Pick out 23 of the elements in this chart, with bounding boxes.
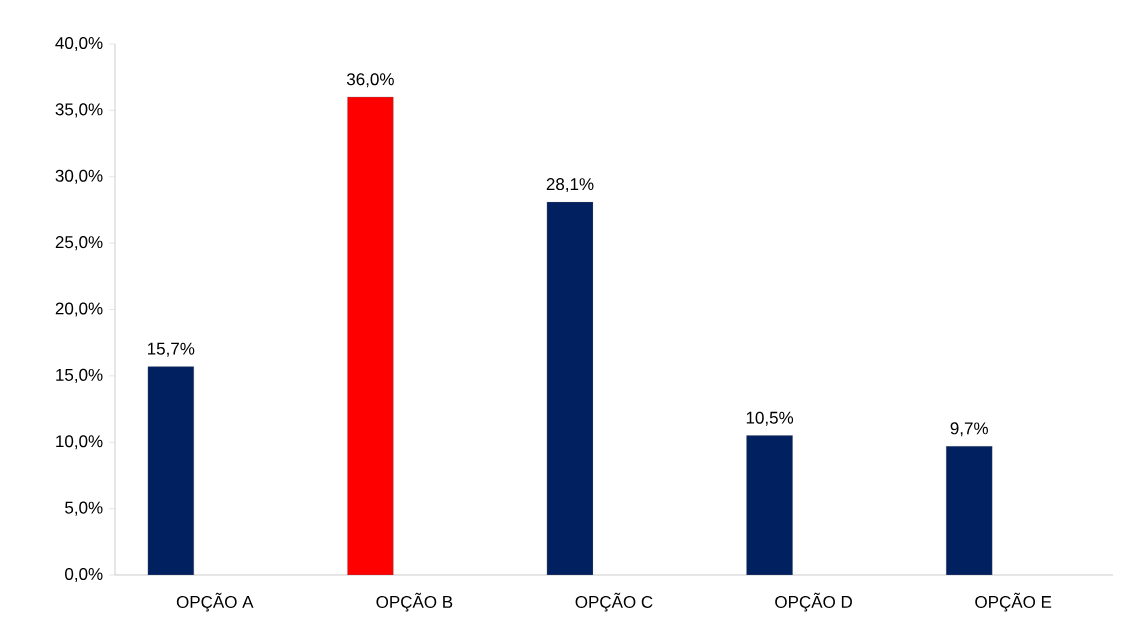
x-tick-label: OPÇÃO A (176, 592, 254, 612)
bar (546, 201, 594, 575)
data-label: 9,7% (950, 422, 988, 437)
y-tick-label: 40,0% (55, 36, 103, 52)
y-tick-label: 25,0% (55, 236, 103, 251)
data-label: 36,0% (346, 73, 394, 88)
data-label: 15,7% (148, 342, 195, 357)
y-tick-label: 30,0% (55, 169, 103, 184)
y-tick-label: 5,0% (65, 501, 103, 516)
bar (946, 446, 993, 575)
y-tick-label: 20,0% (55, 302, 103, 317)
bar (147, 366, 194, 575)
data-label: 28,1% (546, 178, 594, 193)
y-tick-label: 10,0% (56, 435, 103, 450)
x-tick-label: OPÇÃO D (775, 592, 852, 612)
x-tick-label: OPÇÃO C (575, 592, 653, 612)
y-tick-label: 35,0% (55, 103, 103, 118)
bar (746, 435, 793, 575)
y-tick-label: 0,0% (65, 567, 103, 583)
data-label: 10,5% (746, 411, 794, 426)
x-tick-label: OPÇÃO B (376, 592, 453, 612)
y-tick-label: 15,0% (56, 368, 103, 383)
x-tick-label: OPÇÃO E (975, 592, 1052, 612)
